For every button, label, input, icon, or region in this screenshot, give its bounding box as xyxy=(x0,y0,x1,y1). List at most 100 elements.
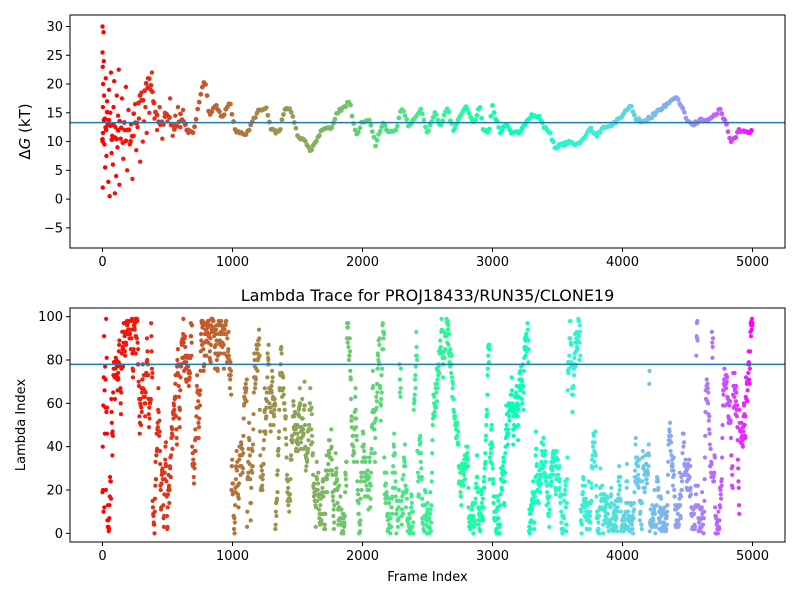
lambda-point xyxy=(455,420,460,425)
lambda-point xyxy=(699,505,704,510)
delta-g-point xyxy=(435,117,441,123)
delta-g-point xyxy=(151,100,157,106)
lambda-point xyxy=(617,483,623,488)
delta-g-point xyxy=(675,97,681,102)
delta-g-point xyxy=(143,80,149,86)
lambda-point xyxy=(430,422,435,428)
lambda-point xyxy=(419,496,425,501)
lambda-point xyxy=(102,388,107,393)
lambda-point xyxy=(127,331,133,337)
lambda-point xyxy=(332,520,337,525)
lambda-point xyxy=(557,485,562,490)
lambda-point xyxy=(490,477,496,482)
lambda-point xyxy=(555,457,560,462)
lambda-point xyxy=(255,368,260,373)
lambda-point xyxy=(273,403,278,408)
lambda-point xyxy=(451,396,456,402)
lambda-point xyxy=(544,483,549,488)
lambda-point xyxy=(282,407,287,412)
lambda-point xyxy=(287,509,292,514)
lambda-point xyxy=(184,360,189,365)
y-tick-label: 30 xyxy=(46,20,63,35)
lambda-point xyxy=(443,347,448,352)
lambda-point xyxy=(192,466,197,471)
delta-g-point xyxy=(170,133,175,139)
delta-g-point xyxy=(146,76,152,82)
lambda-point xyxy=(302,422,308,428)
lambda-point xyxy=(241,416,246,421)
lambda-point xyxy=(636,472,641,477)
lambda-point xyxy=(718,496,724,501)
lambda-point xyxy=(232,531,237,536)
lambda-point xyxy=(579,531,584,536)
delta-g-chart: 0 1000 2000 3000 4000 5000 −5 0 5 10 15 20 25 30 ΔG … xyxy=(16,14,786,270)
lambda-point xyxy=(701,516,706,521)
lambda-point xyxy=(743,435,748,441)
lambda-point xyxy=(688,485,693,490)
lambda-point xyxy=(366,487,372,493)
lambda-point xyxy=(390,511,395,516)
lambda-point xyxy=(259,468,264,473)
lambda-point xyxy=(344,483,349,488)
lambda-point xyxy=(520,401,525,406)
lambda-point xyxy=(608,492,614,497)
delta-g-point xyxy=(402,113,408,119)
lambda-point xyxy=(429,470,435,475)
lambda-point xyxy=(250,448,255,454)
lambda-point xyxy=(544,479,549,484)
lambda-point xyxy=(486,353,491,358)
lambda-point xyxy=(311,472,316,477)
lambda-point xyxy=(598,466,603,471)
lambda-point xyxy=(246,470,251,475)
lambda-point xyxy=(436,364,441,369)
lambda-point xyxy=(227,386,232,391)
lambda-point xyxy=(640,479,645,484)
delta-g-point xyxy=(150,89,155,95)
delta-g-point xyxy=(452,125,458,131)
lambda-point xyxy=(331,498,336,503)
lambda-point xyxy=(525,321,530,326)
delta-g-point xyxy=(446,109,452,115)
y-tick-label: 20 xyxy=(46,78,63,93)
lambda-point xyxy=(702,455,708,460)
lambda-point xyxy=(351,444,356,449)
lambda-point xyxy=(578,353,583,358)
delta-g-point xyxy=(749,127,754,133)
lambda-point xyxy=(747,377,752,382)
lambda-point xyxy=(260,487,265,493)
lambda-point xyxy=(399,498,404,503)
lambda-point xyxy=(566,370,571,376)
lambda-point xyxy=(711,479,717,484)
lambda-point xyxy=(329,427,334,432)
lambda-point xyxy=(252,351,257,356)
lambda-point xyxy=(580,490,586,495)
lambda-point xyxy=(728,435,734,441)
lambda-point xyxy=(103,377,108,382)
lambda-point xyxy=(102,505,107,510)
lambda-point xyxy=(329,468,335,473)
lambda-point xyxy=(126,318,131,324)
delta-g-point xyxy=(466,110,472,116)
lambda-point xyxy=(228,373,233,378)
lambda-point xyxy=(334,466,339,471)
lambda-point xyxy=(248,477,253,482)
x-tick-label: 5000 xyxy=(736,549,769,564)
lambda-point xyxy=(269,390,274,395)
lambda-point xyxy=(207,349,212,354)
lambda-point xyxy=(136,379,141,384)
delta-g-point xyxy=(719,111,725,117)
lambda-point xyxy=(638,509,643,514)
lambda-point xyxy=(305,459,310,464)
lambda-point xyxy=(165,524,170,529)
lambda-point xyxy=(485,366,490,371)
lambda-point xyxy=(412,377,418,382)
lambda-point xyxy=(479,492,484,497)
delta-g-point xyxy=(649,115,655,121)
lambda-point xyxy=(314,459,319,464)
lambda-point xyxy=(551,472,556,477)
lambda-point xyxy=(707,442,712,447)
delta-g-point xyxy=(394,123,400,129)
lambda-point xyxy=(428,529,433,534)
lambda-point xyxy=(399,507,405,512)
lambda-point xyxy=(735,403,740,408)
